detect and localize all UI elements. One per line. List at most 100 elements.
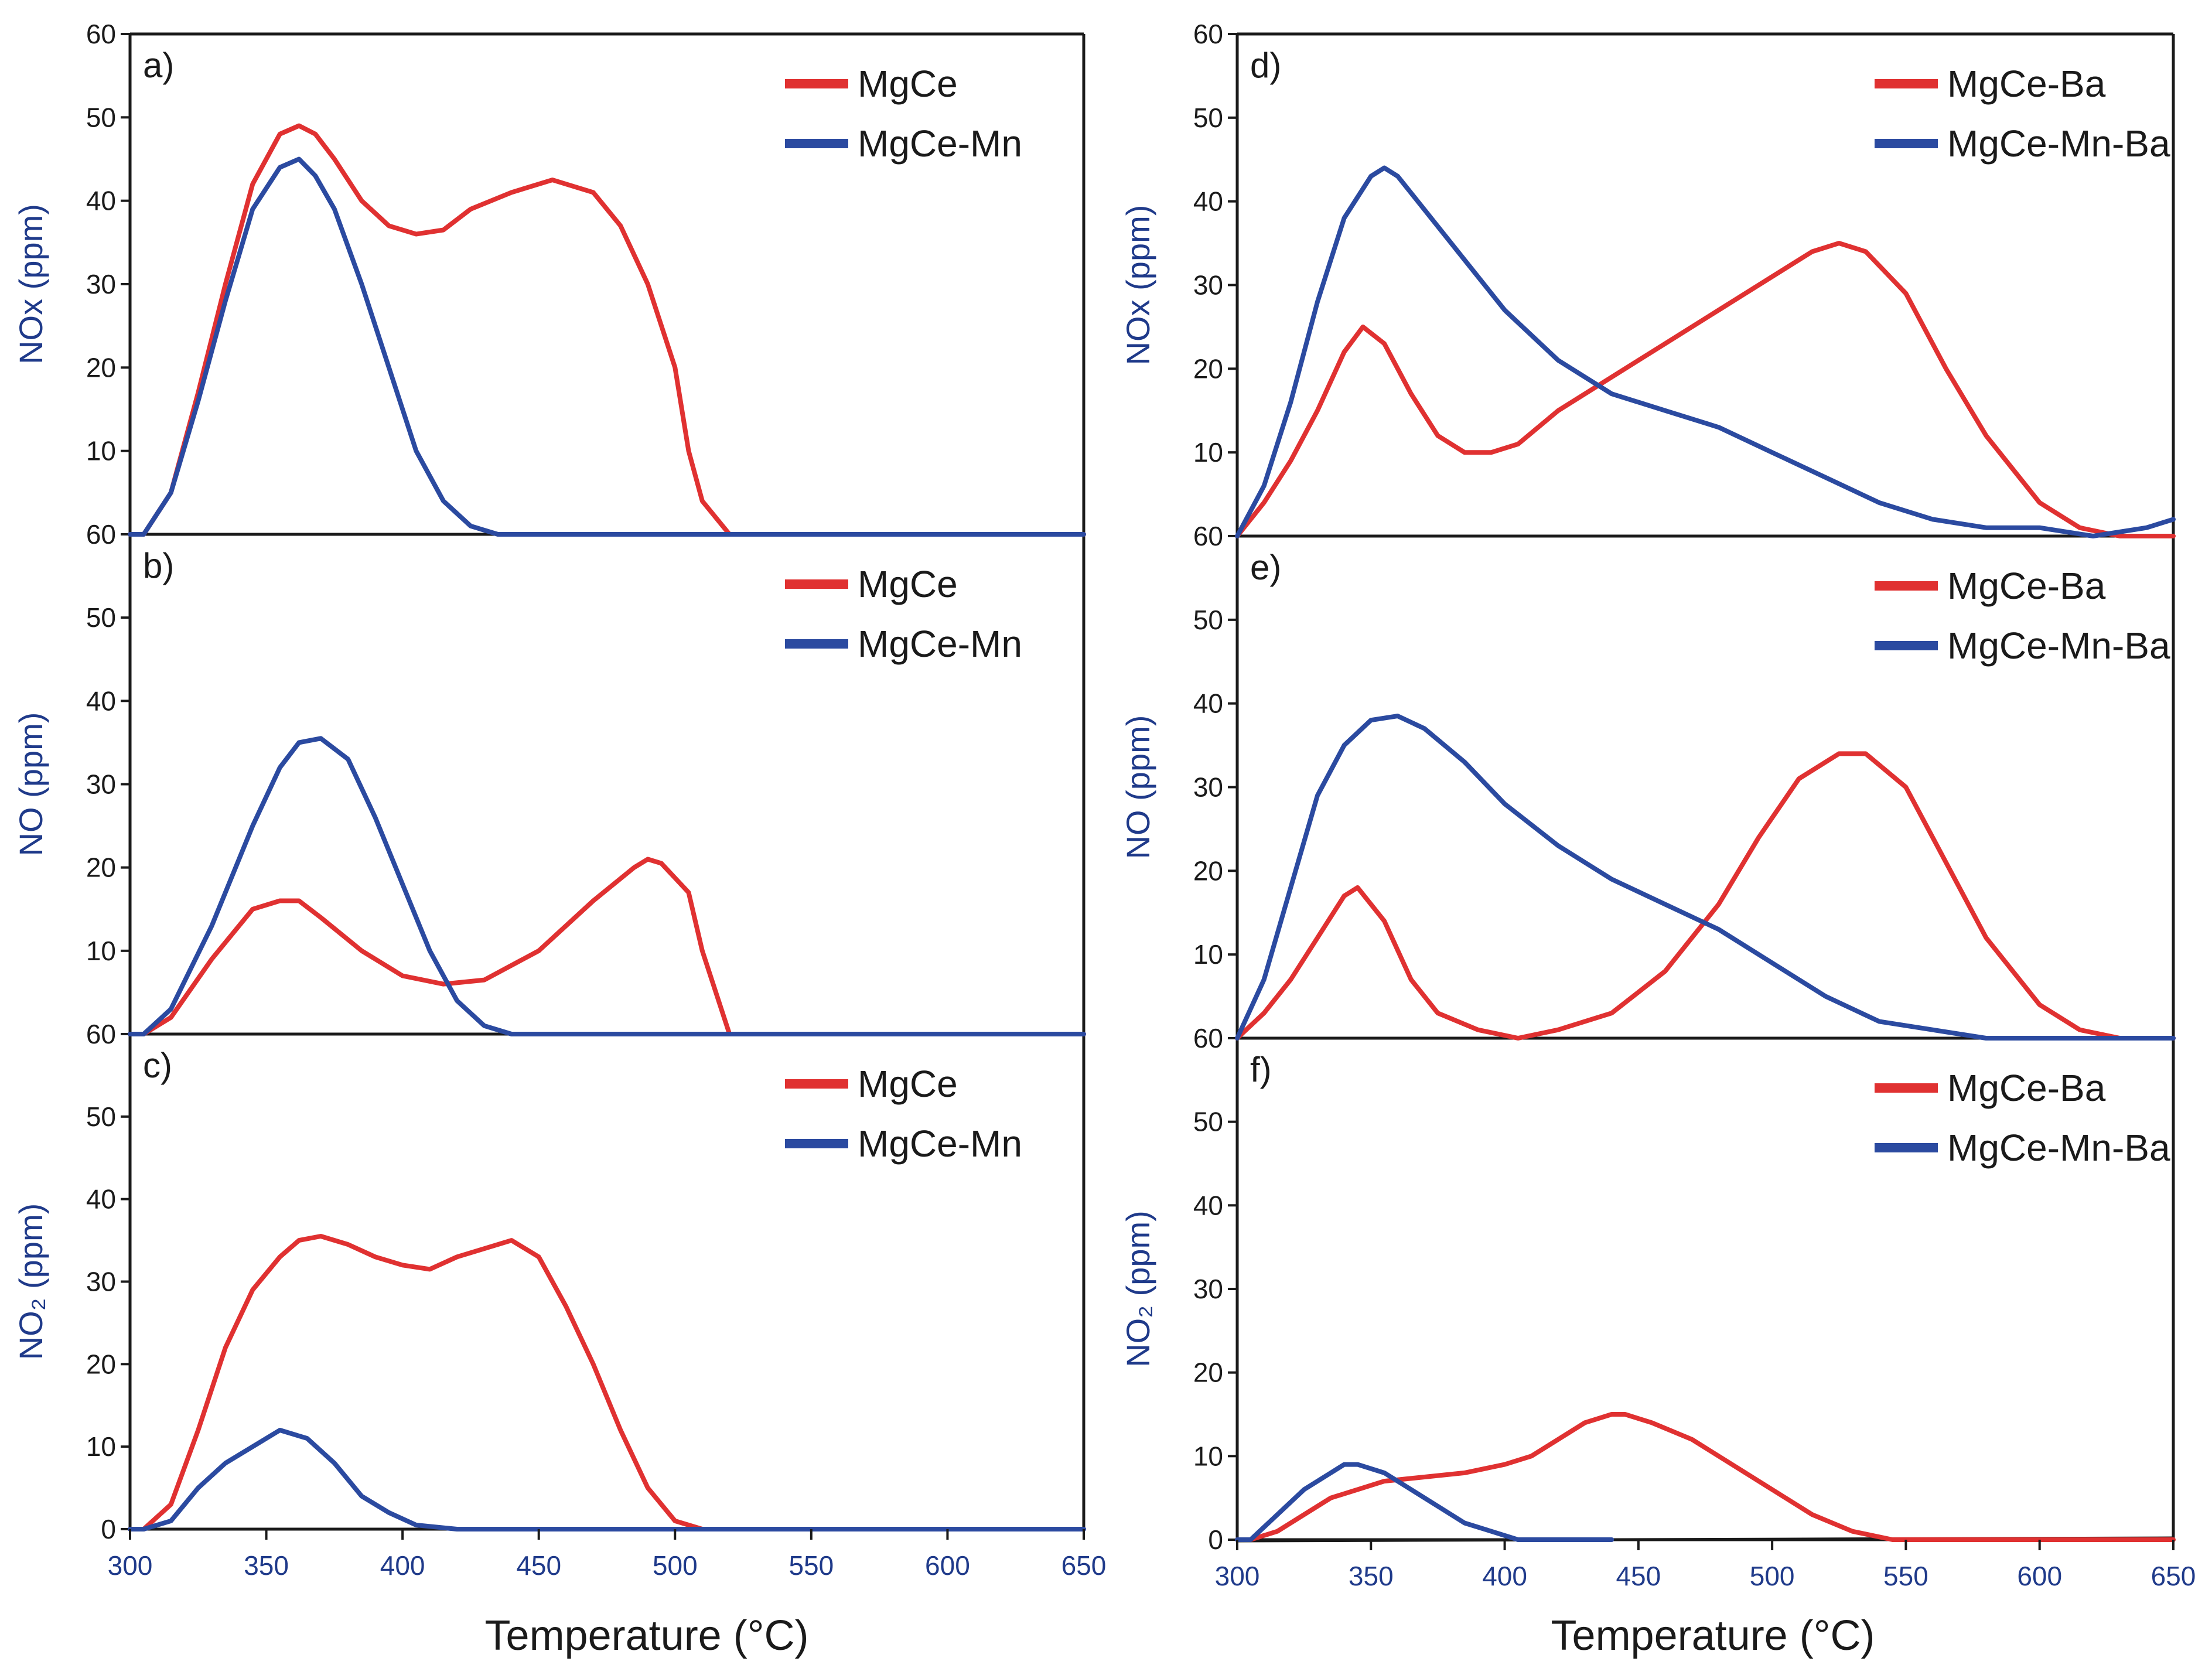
x-tick-label: 550 [1883,1561,1928,1591]
y-tick-label: 60 [86,19,116,49]
y-tick-label: 40 [86,685,116,716]
panel-f: 0 10 20 30 40 50 NO₂ (ppm) f) MgCe-Ba MgCe-Mn-Ba [1119,1050,2176,1555]
legend-label: MgCe-Mn [858,122,1022,165]
legend-label: MgCe-Mn [858,623,1022,665]
y-tick-label: 60 [1193,1023,1223,1053]
series-line-mgce-mn-ba [1235,165,2176,538]
legend-label: MgCe-Ba [1947,565,2106,607]
y-tick-label: 10 [1193,437,1223,468]
series-line-mgce-ba [1235,241,2176,538]
legend-label: MgCe [858,63,958,105]
x-axis-title-left: Temperature (°C) [485,1612,809,1659]
series-line-mgce-mn [128,1428,1086,1531]
panel-label: e) [1250,548,1281,587]
x-tick-label: 500 [653,1550,698,1581]
panel-e: 60 10 20 30 40 50 NO (ppm) e) MgCe-Ba MgCe-Mn-Ba [1119,548,2176,1053]
x-tick-label: 650 [1061,1550,1107,1581]
y-tick-label: 60 [86,519,116,550]
y-tick-label: 50 [1193,103,1223,133]
x-tick-label: 450 [1616,1561,1661,1591]
x-tick-label: 450 [516,1550,561,1581]
panel-a: 60 10 20 30 40 50 60 NOx (ppm) a) MgCe MgCe-Mn [12,19,1086,550]
y-tick-label: 30 [1193,1274,1223,1304]
x-axis-left: 300 350 400 450 500 550 600 650 [108,1529,1107,1581]
panel-label: f) [1250,1050,1272,1089]
x-tick-label: 600 [2017,1561,2062,1591]
y-tick-label: 30 [1193,772,1223,803]
legend-label: MgCe-Ba [1947,63,2106,105]
y-tick-label: 10 [86,1431,116,1462]
x-tick-label: 350 [244,1550,289,1581]
series-line-mgce-ba [1235,751,2176,1041]
y-tick-label: 50 [1193,605,1223,635]
x-tick-label: 350 [1349,1561,1394,1591]
x-tick-label: 300 [1215,1561,1260,1591]
y-tick-label: 10 [86,436,116,466]
y-tick-label: 0 [101,1514,116,1544]
y-tick-label: 50 [86,1101,116,1132]
y-tick-label: 40 [86,1184,116,1215]
y-tick-label: 20 [1193,855,1223,886]
panel-label: c) [143,1046,172,1085]
y-axis-title: NOx (ppm) [1119,205,1156,366]
y-tick-label: 40 [86,186,116,216]
panel-d: 60 10 20 30 40 50 60 NOx (ppm) d) MgCe-Ba MgCe-Mn-… [1119,19,2176,551]
x-tick-label: 650 [2151,1561,2196,1591]
x-axis-right: 300 350 400 450 500 550 600 650 [1215,1540,2196,1591]
panel-c: 0 10 20 30 40 50 NO₂ (ppm) c) MgCe MgCe-Mn [12,1046,1086,1544]
series-line-mgce [128,1234,1086,1531]
series-line-mgce-mn-ba [1235,1462,1614,1542]
y-tick-label: 0 [1208,1524,1223,1555]
series-line-mgce-ba [1235,1412,2176,1542]
series-line-mgce [128,123,1086,537]
y-axis-title: NO (ppm) [12,712,49,857]
x-axis-title-right: Temperature (°C) [1551,1612,1875,1659]
legend-label: MgCe-Mn [858,1123,1022,1165]
series-line-mgce-mn [128,736,1086,1036]
x-tick-label: 600 [925,1550,970,1581]
y-tick-label: 50 [1193,1107,1223,1137]
y-tick-label: 10 [86,936,116,966]
y-tick-label: 40 [1193,186,1223,217]
y-tick-label: 30 [86,1267,116,1297]
panel-b: 60 10 20 30 40 50 NO (ppm) b) MgCe MgCe-Mn [12,546,1086,1049]
y-tick-label: 50 [86,102,116,132]
y-tick-label: 30 [86,769,116,800]
x-tick-label: 400 [380,1550,425,1581]
y-tick-label: 10 [1193,1441,1223,1471]
y-axis-title: NOx (ppm) [12,204,49,364]
y-tick-label: 20 [86,352,116,383]
series-line-mgce-mn [128,156,1086,537]
y-tick-label: 20 [86,852,116,883]
y-tick-label: 60 [1193,19,1223,49]
y-tick-label: 30 [86,269,116,299]
y-tick-label: 50 [86,602,116,633]
legend-label: MgCe [858,563,958,605]
legend-label: MgCe-Mn-Ba [1947,625,2170,667]
y-axis-title: NO (ppm) [1119,715,1156,859]
y-tick-label: 20 [1193,353,1223,384]
y-tick-label: 10 [1193,939,1223,970]
legend-label: MgCe-Ba [1947,1067,2106,1109]
y-axis-title: NO₂ (ppm) [12,1203,49,1360]
series-line-mgce-mn-ba [1235,714,2176,1041]
panel-label: b) [143,546,174,585]
y-tick-label: 20 [86,1349,116,1379]
panels: 60 10 20 30 40 50 60 NOx (ppm) a) MgCe MgCe-Mn 60 10… [12,19,2176,1555]
legend-label: MgCe-Mn-Ba [1947,122,2170,165]
x-tick-label: 500 [1750,1561,1795,1591]
y-tick-label: 60 [1193,521,1223,551]
y-tick-label: 40 [1193,688,1223,719]
y-axis-title: NO₂ (ppm) [1119,1210,1156,1367]
x-tick-label: 300 [108,1550,153,1581]
panel-label: a) [143,46,174,85]
x-tick-label: 400 [1482,1561,1527,1591]
x-tick-label: 550 [788,1550,834,1581]
legend-label: MgCe-Mn-Ba [1947,1127,2170,1169]
y-tick-label: 30 [1193,270,1223,301]
panel-label: d) [1250,46,1281,85]
y-tick-label: 20 [1193,1357,1223,1388]
y-tick-label: 40 [1193,1190,1223,1220]
